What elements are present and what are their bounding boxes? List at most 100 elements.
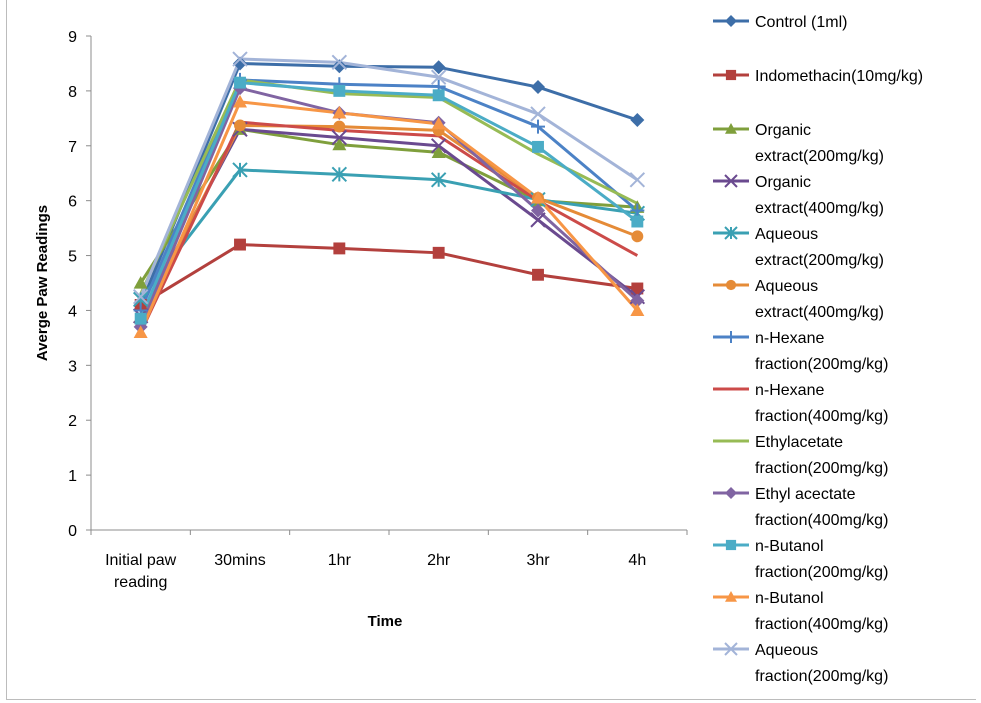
data-point [531,203,545,218]
legend-item: Ethylacetate fraction(200mg/kg) [713,434,888,477]
x-tick-label: 1hr [328,552,352,569]
data-point [630,303,645,317]
y-tick-label: 0 [68,523,77,540]
legend-label: Ethylacetate fraction(200mg/kg) [755,434,888,477]
legend-label: Aqueous extract(400mg/kg) [755,278,884,321]
data-point [431,145,446,158]
series-line-8 [139,120,639,334]
legend-marker [724,174,738,188]
data-point [532,140,544,153]
chart-frame: 0 1 2 3 4 5 6 7 8 9 Initial paw reading 30mins 1hr 2h… [6,0,976,700]
legend-item: Ethyl acectate fraction(400mg/kg) [713,486,888,529]
data-point [631,282,644,295]
legend-item: Indomethacin(10mg/kg) [713,68,923,85]
legend: Control (1ml) Indomethacin(10mg/kg) Organi… [713,14,923,685]
legend-marker [724,642,738,656]
y-tick-label: 2 [68,413,77,430]
series-lines [139,57,639,334]
data-point [234,238,246,251]
data-point [531,80,545,95]
data-point [133,276,148,289]
data-point [431,60,446,75]
y-tick-label: 9 [68,29,77,46]
x-ticks: Initial paw reading 30mins 1hr 2hr 3hr 4h [90,530,688,591]
legend-marker [724,226,738,240]
series-line-7 [139,78,639,312]
data-point [332,137,347,151]
series-line-11 [139,81,639,320]
legend-marker [725,69,737,81]
legend-label: Aqueous extract(200mg/kg) [755,226,884,269]
x-tick-label: 30mins [214,552,266,569]
legend-item: Organic extract(200mg/kg) [713,122,884,165]
data-point [630,203,645,218]
y-tick-label: 4 [68,303,77,320]
legend-item: Control (1ml) [713,14,847,31]
legend-label: Control (1ml) [755,14,847,31]
data-point [232,162,248,178]
y-tick-label: 7 [68,139,77,156]
line-chart: 0 1 2 3 4 5 6 7 8 9 Initial paw reading 30mins 1hr 2h… [34,14,923,685]
data-point [532,268,544,281]
y-tick-label: 6 [68,194,77,211]
legend-label: n-Hexane fraction(200mg/kg) [755,330,888,373]
data-point [233,94,247,108]
data-point [132,289,149,305]
legend-label: n-Butanol fraction(200mg/kg) [755,538,888,581]
data-point [432,89,445,102]
y-tick-label: 8 [68,84,77,101]
legend-marker [725,15,737,27]
data-point [530,212,546,228]
y-axis-label: Averge Paw Readings [34,205,51,361]
legend-label: n-Butanol fraction(400mg/kg) [755,590,888,633]
data-point [333,120,346,133]
series-line-9 [139,78,639,295]
x-tick-label: 3hr [526,552,550,569]
legend-marker [725,123,737,134]
legend-marker [725,331,737,343]
legend-item: n-Butanol fraction(400mg/kg) [713,590,888,633]
data-point [531,190,545,204]
data-point [631,230,644,243]
series-line-1 [139,61,638,306]
legend-label: Organic extract(400mg/kg) [755,174,884,217]
data-point [331,54,348,71]
legend-label: Organic extract(200mg/kg) [755,122,884,165]
y-tick-label: 1 [68,468,77,485]
legend-item: Organic extract(400mg/kg) [713,174,884,217]
data-point [630,112,645,127]
legend-item: Aqueous extract(200mg/kg) [713,226,884,269]
data-point [331,166,348,183]
data-point [531,119,545,134]
x-tick-label: 2hr [427,552,451,569]
legend-label: Aqueous fraction(200mg/kg) [755,642,888,685]
data-point [431,116,446,130]
series-line-5 [139,168,638,301]
legend-label: Ethyl acectate fraction(400mg/kg) [755,486,888,529]
data-point [430,138,447,154]
x-axis-label: Time [368,613,403,630]
legend-marker [725,279,737,291]
data-point [430,172,447,188]
x-tick-label: 4h [628,552,646,569]
y-ticks: 0 1 2 3 4 5 6 7 8 9 [68,29,91,540]
data-point [530,106,546,122]
legend-item: n-Butanol fraction(200mg/kg) [713,538,888,581]
series-markers [132,51,646,338]
data-point [333,84,346,97]
data-point [629,172,646,188]
data-point [234,119,246,132]
series-line-6 [139,123,638,323]
legend-label: n-Hexane fraction(400mg/kg) [755,382,888,425]
series-line-12 [139,100,639,333]
data-point [432,246,445,259]
data-point [134,312,147,325]
legend-item: n-Hexane fraction(400mg/kg) [713,382,888,425]
x-tick-label: Initial paw reading [105,552,177,591]
data-point [233,56,247,71]
data-point [332,105,347,119]
series-line-13 [139,57,639,298]
legend-item: Aqueous fraction(200mg/kg) [713,642,888,685]
data-point [331,129,348,146]
legend-item: Aqueous extract(400mg/kg) [713,278,884,321]
